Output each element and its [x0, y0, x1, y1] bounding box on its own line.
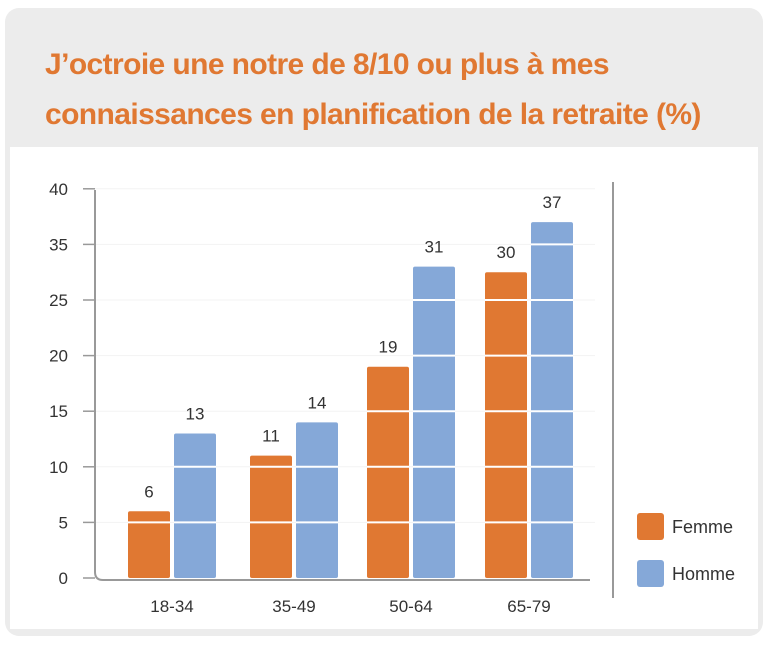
- legend-swatch-homme: [637, 560, 664, 587]
- data-label: 19: [379, 338, 398, 357]
- x-tick-label: 35-49: [272, 597, 315, 616]
- bar-homme-65-79: [531, 222, 573, 578]
- x-tick-label: 65-79: [507, 597, 550, 616]
- data-label: 11: [262, 427, 280, 446]
- bar-femme-18-34: [128, 511, 170, 578]
- y-tick-label: 5: [59, 513, 68, 532]
- legend-swatch-femme: [637, 513, 664, 540]
- bar-femme-50-64: [367, 366, 409, 578]
- bar-femme-35-49: [250, 455, 292, 578]
- y-tick-label: 10: [49, 458, 68, 477]
- y-tick-label: 20: [49, 347, 68, 366]
- data-label: 14: [308, 393, 327, 412]
- y-tick-label: 25: [49, 291, 68, 310]
- data-label: 37: [543, 193, 562, 212]
- data-label: 13: [186, 404, 205, 423]
- x-tick-label: 18-34: [150, 597, 193, 616]
- y-tick-label: 15: [49, 402, 68, 421]
- y-tick-label: 40: [49, 180, 68, 199]
- y-tick-label: 0: [59, 569, 68, 588]
- data-label: 31: [425, 238, 444, 257]
- y-tick-label: 35: [49, 235, 68, 254]
- chart-title: J’octroie une notre de 8/10 ou plus à me…: [45, 48, 701, 131]
- bar-homme-50-64: [413, 266, 455, 578]
- data-label: 6: [144, 482, 153, 501]
- axes: [94, 190, 590, 581]
- legend-label: Homme: [672, 564, 735, 584]
- x-tick-label: 50-64: [389, 597, 432, 616]
- data-label: 30: [497, 243, 516, 262]
- legend-label: Femme: [672, 517, 733, 537]
- bar-homme-18-34: [174, 433, 216, 578]
- bar-femme-65-79: [485, 272, 527, 578]
- bar-homme-35-49: [296, 422, 338, 578]
